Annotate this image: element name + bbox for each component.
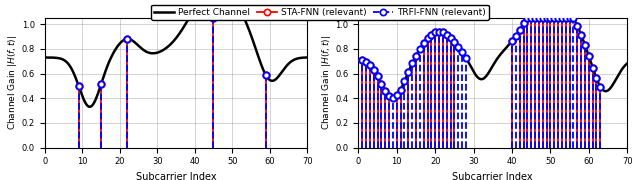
Legend: Perfect Channel, STA-FNN (relevant), TRFI-FNN (relevant): Perfect Channel, STA-FNN (relevant), TRF… <box>151 4 489 20</box>
Y-axis label: Channel Gain $|H(f,t)|$: Channel Gain $|H(f,t)|$ <box>319 35 333 130</box>
Y-axis label: Channel Gain $|H(f,t)|$: Channel Gain $|H(f,t)|$ <box>6 35 19 130</box>
X-axis label: Subcarrier Index: Subcarrier Index <box>452 172 533 180</box>
X-axis label: Subcarrier Index: Subcarrier Index <box>136 172 216 180</box>
